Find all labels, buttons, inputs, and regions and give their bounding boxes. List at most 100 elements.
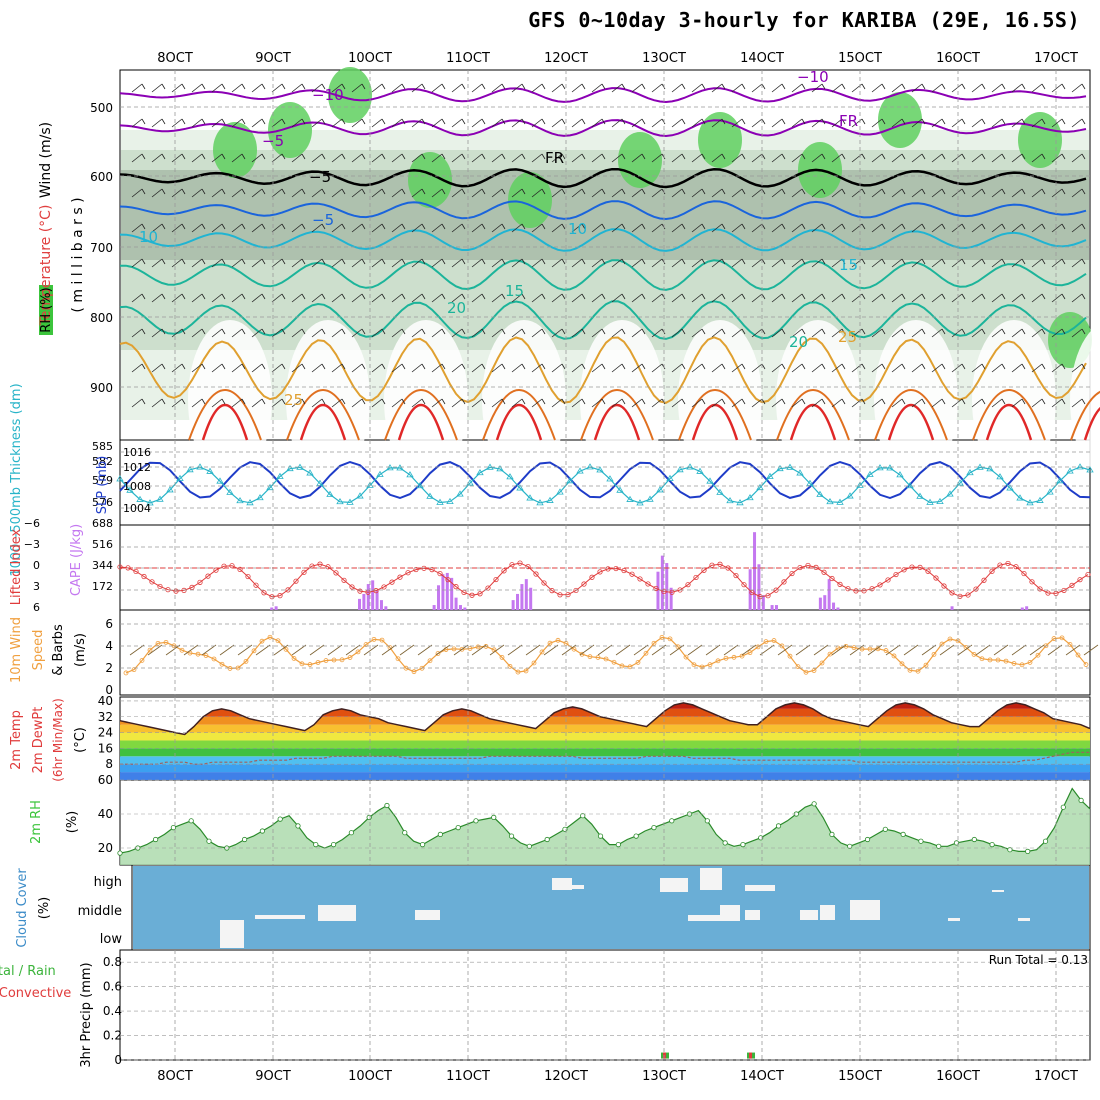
wind-barb (371, 223, 383, 233)
cloud-block (800, 910, 818, 920)
contour-label: 25 (838, 328, 857, 346)
wind-speed-point (787, 653, 793, 659)
wind10-barb (525, 644, 541, 656)
wind-tick-label: 0 (105, 683, 113, 697)
wind-barb (411, 293, 423, 303)
wind-barb (641, 153, 646, 160)
wind-speed-point (435, 651, 441, 656)
wind-barb (521, 153, 526, 160)
wind-barb (591, 118, 603, 128)
contour-temp-28 (1070, 391, 1100, 441)
wind-barb (841, 153, 846, 160)
wind-barb (671, 223, 683, 233)
wind-barb (311, 328, 323, 338)
wind-barb (461, 118, 466, 125)
wind-barb (841, 398, 846, 405)
wind-barb (521, 223, 526, 230)
wind-barb (861, 188, 866, 195)
wind-barb (291, 223, 303, 233)
cape-bar (669, 587, 673, 610)
wind-barb (991, 293, 1003, 303)
wind-barb (261, 293, 266, 300)
wind-barb (171, 223, 183, 233)
rh2m-point (348, 830, 354, 836)
ylabel-thickness: 1000−500mb Thickness (dm) (9, 383, 24, 576)
wind-barb (771, 118, 783, 128)
cloud-block (948, 918, 960, 921)
temp-tick-label: 16 (98, 741, 113, 755)
wind-barb (751, 188, 763, 198)
wind-barb (981, 153, 986, 160)
wind-barb (791, 153, 803, 163)
li-point (829, 575, 835, 582)
wind-barb (841, 363, 846, 370)
wind-barb (691, 363, 703, 373)
wind-barb (781, 258, 786, 265)
date-label-bottom: 15OCT (838, 1069, 882, 1084)
wind-barb (241, 153, 246, 160)
wind-barb (261, 153, 266, 160)
ylabel-speed: Speed (31, 630, 46, 671)
wind-barb (161, 398, 166, 405)
wind-barb (441, 258, 446, 265)
wind-barb (881, 188, 886, 195)
wind-barb (401, 258, 406, 265)
wind-barb (211, 363, 223, 373)
wind-barb (881, 223, 886, 230)
cape-bar (827, 579, 831, 610)
wind-barb (981, 83, 986, 90)
ylabel-cloud-unit: (%) (37, 897, 52, 920)
wind-barb (331, 83, 343, 93)
wind-barb (691, 83, 703, 93)
thickness-point (806, 479, 814, 486)
wind-barb (141, 83, 146, 90)
wind-barb (271, 153, 283, 163)
wind-barb (681, 188, 686, 195)
wind-barb (611, 188, 623, 198)
wind-barb (321, 223, 326, 230)
wind-barb (761, 188, 766, 195)
contour-label: 10 (568, 220, 587, 238)
wind10-barb (741, 644, 757, 656)
wind-barb (501, 118, 506, 125)
wind-barb (351, 223, 363, 233)
wind-barb (631, 153, 643, 163)
ylabel-slp: SLP (mb) (95, 456, 110, 515)
wind-barb (911, 188, 923, 198)
wind-barb (371, 153, 383, 163)
wind-barb (571, 83, 583, 93)
wind-barb (291, 83, 303, 93)
wind10-barb (921, 644, 937, 656)
wind-barb (261, 363, 266, 370)
wind-barb (421, 223, 426, 230)
wind-barb (651, 188, 663, 198)
wind10-barb (777, 644, 793, 656)
wind10-barb (219, 644, 235, 656)
wind-barb (391, 188, 403, 198)
wind-barb (551, 398, 563, 408)
li-point (261, 590, 267, 596)
wind-barb (871, 223, 883, 233)
wind-barb (501, 83, 506, 90)
wind-barb (821, 398, 826, 405)
wind-barb (721, 398, 726, 405)
temp-line (119, 702, 1091, 736)
wind-barb (831, 293, 843, 303)
wind-barb (891, 118, 903, 128)
wind-barb (891, 258, 903, 268)
li-tick-label: −6 (24, 517, 40, 530)
wind-barb (561, 153, 566, 160)
wind-barb (711, 258, 723, 268)
wind-barb (231, 118, 243, 128)
wind-barb (1051, 83, 1063, 93)
wind-barb (641, 363, 646, 370)
wind-barb (261, 223, 266, 230)
wind-barb (1041, 328, 1046, 335)
wind-barb (631, 293, 643, 303)
wind-barb (741, 293, 746, 300)
wind-barb (561, 258, 566, 265)
li-tick-label: −3 (24, 538, 40, 551)
wind-barb (301, 293, 306, 300)
wind-barb (451, 258, 463, 268)
wind-barb (571, 258, 583, 268)
